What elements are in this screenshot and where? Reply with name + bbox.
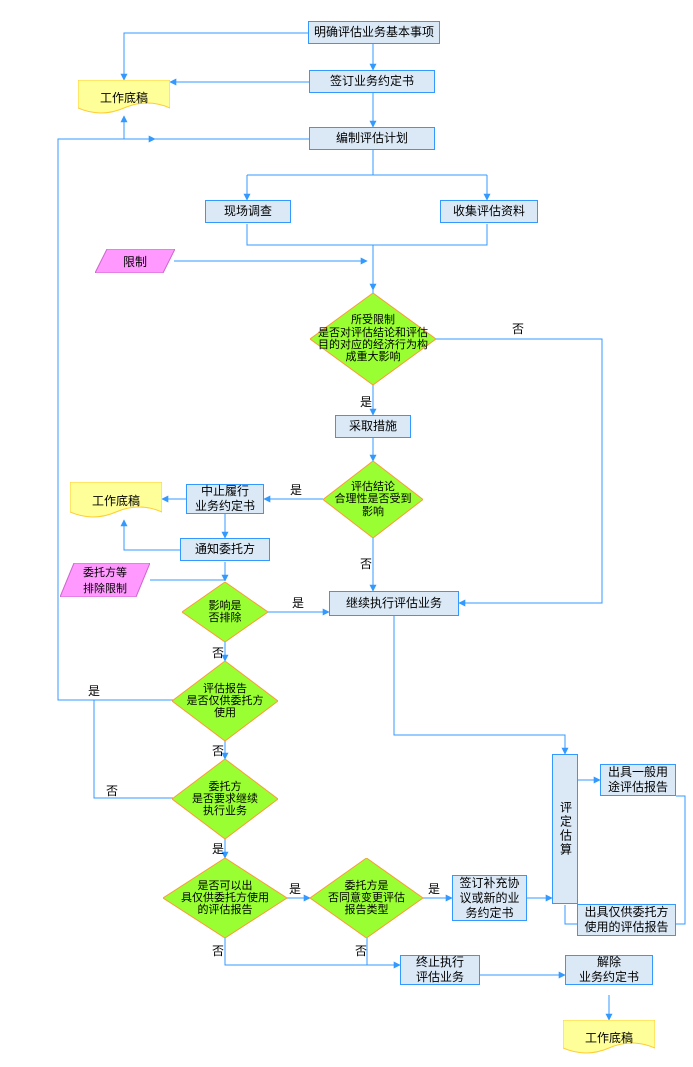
step-plan: 编制评估计划 [309, 127, 435, 150]
label: 收集评估资料 [453, 204, 525, 219]
label: 委托方等 排除限制 [83, 564, 127, 596]
label-d5-no: 否 [106, 782, 118, 799]
label: 限制 [123, 253, 147, 270]
label-d2-no: 否 [360, 555, 372, 572]
step-notify-client: 通知委托方 [180, 538, 270, 561]
label: 采取措施 [349, 419, 397, 434]
working-paper-mid: 工作底稿 [70, 482, 162, 520]
label-d6-no: 否 [212, 942, 224, 959]
label-d6-yes: 是 [289, 880, 301, 897]
label-d1-no: 否 [512, 320, 524, 337]
label: 签订补充协 议或新的业 务约定书 [459, 876, 519, 921]
label: 是否可以出 具仅供委托方使用 的评估报告 [181, 880, 269, 917]
label-d4-yes: 是 [88, 682, 100, 699]
decision-client-continue: 委托方 是否要求继续 执行业务 [172, 759, 278, 839]
step-collect-data: 收集评估资料 [440, 200, 538, 223]
label-d4-no: 否 [212, 742, 224, 759]
label: 评估报告 是否仅供委托方 使用 [187, 683, 264, 720]
label: 委托方 是否要求继续 执行业务 [192, 781, 258, 818]
step-sign-agreement: 签订业务约定书 [309, 70, 435, 93]
label: 委托方是 否同意变更评估 报告类型 [328, 880, 405, 917]
input-client-remove-limit: 委托方等 排除限制 [60, 563, 150, 597]
decision-client-agrees-type-change: 委托方是 否同意变更评估 报告类型 [310, 858, 423, 938]
label: 明确评估业务基本事项 [314, 25, 434, 40]
decision-impact-removed: 影响是 否排除 [182, 582, 268, 642]
label: 影响是 否排除 [209, 600, 242, 625]
decision-material-impact: 所受限制 是否对评估结论和评估 目的对应的经济行为构 成重大影响 [310, 293, 436, 385]
step-continue-assessment: 继续执行评估业务 [329, 591, 459, 616]
label-d7-yes: 是 [428, 880, 440, 897]
label-d7-no: 否 [355, 942, 367, 959]
label: 现场调查 [224, 204, 272, 219]
label: 评估结论 合理性是否受到 影响 [335, 481, 412, 518]
decision-conclusion-affected: 评估结论 合理性是否受到 影响 [323, 461, 423, 538]
label: 编制评估计划 [336, 131, 408, 146]
step-cancel-agreement: 解除 业务约定书 [565, 955, 653, 985]
label: 通知委托方 [195, 542, 255, 557]
label: 评定估算 [558, 801, 573, 857]
step-take-measures: 采取措施 [335, 415, 411, 438]
label: 所受限制 是否对评估结论和评估 目的对应的经济行为构 成重大影响 [318, 314, 428, 363]
input-limitation: 限制 [95, 249, 175, 273]
label: 继续执行评估业务 [346, 596, 442, 611]
step-general-report: 出具一般用 途评估报告 [600, 764, 676, 796]
label: 工作底稿 [92, 492, 140, 509]
step-onsite-survey: 现场调查 [205, 200, 291, 223]
label: 出具一般用 途评估报告 [608, 765, 668, 795]
step-sign-supplementary: 签订补充协 议或新的业 务约定书 [452, 875, 527, 921]
flowchart-canvas: 明确评估业务基本事项 签订业务约定书 编制评估计划 现场调查 收集评估资料 采取… [0, 0, 693, 1067]
label-d2-yes: 是 [290, 481, 302, 498]
label: 签订业务约定书 [330, 74, 414, 89]
label-d3-no: 否 [212, 644, 224, 661]
label: 工作底稿 [100, 89, 148, 106]
decision-client-only-report: 评估报告 是否仅供委托方 使用 [172, 661, 278, 741]
label-d1-yes: 是 [360, 393, 372, 410]
label: 出具仅供委托方 使用的评估报告 [584, 905, 668, 935]
label: 终止执行 评估业务 [416, 955, 464, 985]
step-terminate-assessment: 终止执行 评估业务 [400, 955, 480, 985]
step-estimate-value: 评定估算 [552, 754, 578, 904]
step-clarify-basics: 明确评估业务基本事项 [308, 21, 440, 44]
working-paper-bottom: 工作底稿 [563, 1020, 655, 1056]
label-d3-yes: 是 [292, 594, 304, 611]
working-paper-top: 工作底稿 [78, 80, 170, 116]
label: 工作底稿 [585, 1029, 633, 1046]
label: 解除 业务约定书 [579, 955, 639, 985]
step-suspend-agreement: 中止履行 业务约定书 [186, 484, 264, 514]
decision-may-issue-client-only: 是否可以出 具仅供委托方使用 的评估报告 [163, 858, 287, 938]
label: 中止履行 业务约定书 [195, 484, 255, 514]
step-client-only-report: 出具仅供委托方 使用的评估报告 [577, 904, 676, 936]
label-d5-yes: 是 [212, 840, 224, 857]
